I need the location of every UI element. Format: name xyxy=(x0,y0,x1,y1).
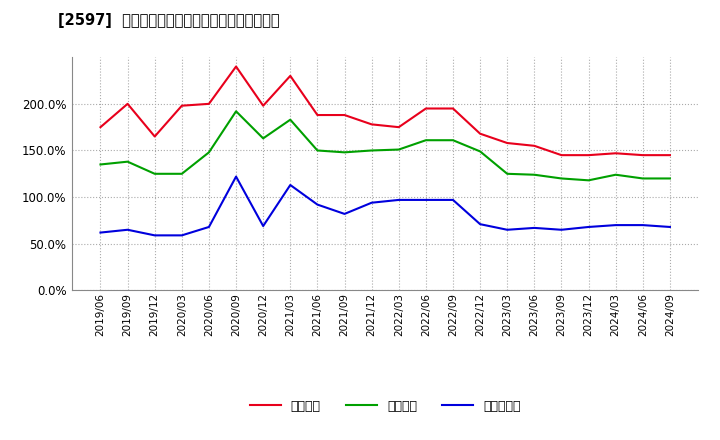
流動比率 xyxy=(421,106,430,111)
流動比率 xyxy=(449,106,457,111)
当座比率 xyxy=(557,176,566,181)
流動比率 xyxy=(286,73,294,78)
Line: 当座比率: 当座比率 xyxy=(101,111,670,180)
当座比率 xyxy=(503,171,511,176)
現預金比率 xyxy=(259,224,268,229)
当座比率 xyxy=(259,136,268,141)
Text: [2597]  流動比率、当座比率、現預金比率の推移: [2597] 流動比率、当座比率、現預金比率の推移 xyxy=(58,13,279,28)
流動比率 xyxy=(476,131,485,136)
当座比率 xyxy=(367,148,376,153)
流動比率 xyxy=(665,153,674,158)
Line: 現預金比率: 現預金比率 xyxy=(101,176,670,235)
当座比率 xyxy=(96,162,105,167)
当座比率 xyxy=(204,150,213,155)
現預金比率 xyxy=(503,227,511,232)
流動比率 xyxy=(123,101,132,106)
Line: 流動比率: 流動比率 xyxy=(101,66,670,155)
現預金比率 xyxy=(204,224,213,230)
現預金比率 xyxy=(96,230,105,235)
当座比率 xyxy=(313,148,322,153)
現預金比率 xyxy=(313,202,322,207)
流動比率 xyxy=(584,153,593,158)
流動比率 xyxy=(232,64,240,69)
流動比率 xyxy=(178,103,186,108)
流動比率 xyxy=(367,122,376,127)
流動比率 xyxy=(611,150,620,156)
流動比率 xyxy=(530,143,539,148)
現預金比率 xyxy=(367,200,376,205)
当座比率 xyxy=(341,150,349,155)
現預金比率 xyxy=(395,197,403,202)
現預金比率 xyxy=(232,174,240,179)
現預金比率 xyxy=(639,223,647,228)
現預金比率 xyxy=(557,227,566,232)
流動比率 xyxy=(557,153,566,158)
当座比率 xyxy=(476,149,485,154)
現預金比率 xyxy=(150,233,159,238)
流動比率 xyxy=(96,125,105,130)
現預金比率 xyxy=(476,221,485,227)
当座比率 xyxy=(611,172,620,177)
現預金比率 xyxy=(611,223,620,228)
当座比率 xyxy=(178,171,186,176)
現預金比率 xyxy=(584,224,593,230)
流動比率 xyxy=(313,112,322,117)
流動比率 xyxy=(150,134,159,139)
現預金比率 xyxy=(530,225,539,231)
流動比率 xyxy=(639,153,647,158)
流動比率 xyxy=(395,125,403,130)
現預金比率 xyxy=(123,227,132,232)
当座比率 xyxy=(232,109,240,114)
当座比率 xyxy=(584,178,593,183)
現預金比率 xyxy=(421,197,430,202)
当座比率 xyxy=(421,138,430,143)
当座比率 xyxy=(150,171,159,176)
流動比率 xyxy=(341,112,349,117)
当座比率 xyxy=(639,176,647,181)
当座比率 xyxy=(449,138,457,143)
現預金比率 xyxy=(665,224,674,230)
当座比率 xyxy=(395,147,403,152)
Legend: 流動比率, 当座比率, 現預金比率: 流動比率, 当座比率, 現預金比率 xyxy=(245,395,526,418)
当座比率 xyxy=(123,159,132,164)
流動比率 xyxy=(204,101,213,106)
当座比率 xyxy=(665,176,674,181)
当座比率 xyxy=(530,172,539,177)
当座比率 xyxy=(286,117,294,122)
現預金比率 xyxy=(178,233,186,238)
現預金比率 xyxy=(341,211,349,216)
現預金比率 xyxy=(286,182,294,187)
流動比率 xyxy=(259,103,268,108)
現預金比率 xyxy=(449,197,457,202)
流動比率 xyxy=(503,140,511,146)
